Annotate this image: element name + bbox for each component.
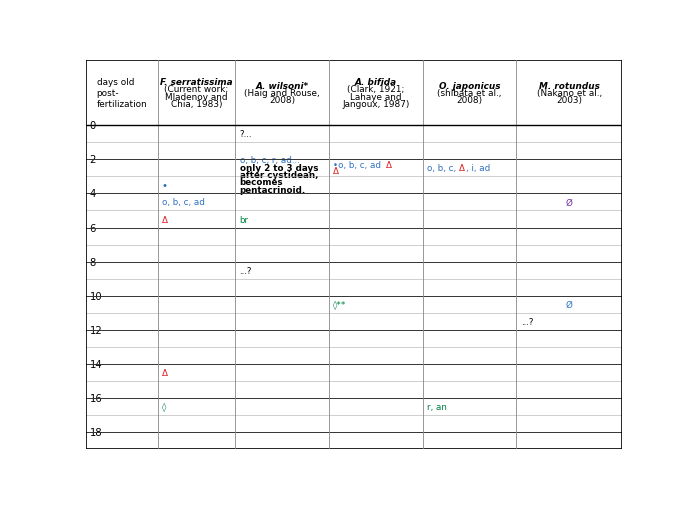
- Text: Δ: Δ: [162, 215, 168, 224]
- Text: br: br: [240, 215, 249, 224]
- Text: 18: 18: [90, 427, 102, 437]
- Text: o, b, c,: o, b, c,: [427, 164, 459, 173]
- Text: only 2 to 3 days: only 2 to 3 days: [240, 163, 318, 172]
- Text: ...?: ...?: [240, 266, 252, 275]
- Text: Chia, 1983): Chia, 1983): [171, 100, 223, 109]
- Text: Jangoux, 1987): Jangoux, 1987): [342, 100, 410, 109]
- Text: (shibata et al.,: (shibata et al.,: [437, 89, 502, 98]
- Text: 8: 8: [90, 257, 96, 267]
- Text: 12: 12: [90, 325, 102, 335]
- Text: (Nakano et al.,: (Nakano et al.,: [536, 89, 602, 98]
- Text: 2: 2: [90, 155, 96, 165]
- Text: A. wilsoni*: A. wilsoni*: [256, 81, 309, 90]
- Text: ◊**: ◊**: [333, 300, 347, 310]
- Text: days old
post-
fertilization: days old post- fertilization: [97, 78, 147, 109]
- Text: 4: 4: [90, 189, 96, 199]
- Text: r, an: r, an: [427, 402, 447, 412]
- Text: ...?: ...?: [521, 317, 533, 326]
- Text: o, b, c, ad: o, b, c, ad: [162, 198, 205, 207]
- Text: 14: 14: [90, 360, 102, 369]
- Text: Lahaye and: Lahaye and: [350, 92, 401, 102]
- Text: (Clark, 1921;: (Clark, 1921;: [347, 85, 404, 94]
- Text: (Haig and Rouse,: (Haig and Rouse,: [244, 89, 320, 98]
- Text: M. rotundus: M. rotundus: [539, 81, 600, 90]
- Text: Ø: Ø: [566, 198, 573, 207]
- Text: Δ: Δ: [333, 167, 339, 176]
- Text: F. serratissima: F. serratissima: [160, 78, 233, 87]
- Text: Δ: Δ: [459, 164, 465, 173]
- Text: O. japonicus: O. japonicus: [439, 81, 500, 90]
- Text: ◊: ◊: [162, 402, 167, 412]
- Text: Ø: Ø: [566, 300, 573, 309]
- Text: Δ: Δ: [162, 368, 168, 377]
- Text: •o, b, c, ad: •o, b, c, ad: [333, 161, 384, 170]
- Text: 10: 10: [90, 291, 102, 301]
- Text: 2008): 2008): [269, 96, 295, 105]
- Text: pentacrinoid.: pentacrinoid.: [240, 185, 306, 194]
- Text: o, b, c, r, ad...: o, b, c, r, ad...: [240, 156, 299, 165]
- Text: becomes: becomes: [240, 178, 283, 187]
- Text: Δ: Δ: [386, 161, 392, 170]
- Text: 6: 6: [90, 223, 96, 233]
- Text: after cystidean,: after cystidean,: [240, 171, 318, 180]
- Text: •: •: [162, 180, 168, 190]
- Text: Mladenov and: Mladenov and: [165, 92, 227, 102]
- Text: 16: 16: [90, 393, 102, 403]
- Text: (Current work;: (Current work;: [164, 85, 229, 94]
- Text: 2003): 2003): [556, 96, 582, 105]
- Text: , i, ad: , i, ad: [466, 164, 491, 173]
- Text: ?...: ?...: [240, 130, 252, 139]
- Text: 0: 0: [90, 121, 96, 131]
- Text: 2008): 2008): [457, 96, 482, 105]
- Text: A. bifida: A. bifida: [354, 78, 397, 87]
